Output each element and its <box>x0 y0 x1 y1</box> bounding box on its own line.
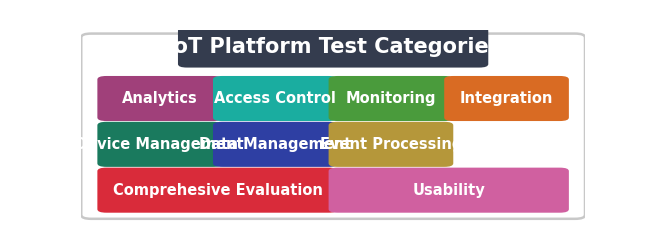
Text: Analytics: Analytics <box>122 91 198 106</box>
FancyBboxPatch shape <box>329 122 453 167</box>
Text: Comprehesive Evaluation: Comprehesive Evaluation <box>112 183 322 198</box>
Text: Device Management: Device Management <box>75 137 244 152</box>
Text: Event Processing: Event Processing <box>320 137 462 152</box>
FancyBboxPatch shape <box>81 33 585 219</box>
FancyBboxPatch shape <box>98 76 222 121</box>
Text: Integration: Integration <box>460 91 553 106</box>
Text: Monitoring: Monitoring <box>346 91 436 106</box>
FancyBboxPatch shape <box>98 168 337 213</box>
FancyBboxPatch shape <box>329 76 453 121</box>
Text: Usability: Usability <box>412 183 485 198</box>
Text: Data Management: Data Management <box>199 137 352 152</box>
Text: Access Control: Access Control <box>214 91 336 106</box>
FancyBboxPatch shape <box>178 27 488 67</box>
Text: IoT Platform Test Categories: IoT Platform Test Categories <box>166 37 500 58</box>
FancyBboxPatch shape <box>213 122 337 167</box>
FancyBboxPatch shape <box>213 76 337 121</box>
FancyBboxPatch shape <box>98 122 222 167</box>
FancyBboxPatch shape <box>444 76 569 121</box>
FancyBboxPatch shape <box>329 168 569 213</box>
